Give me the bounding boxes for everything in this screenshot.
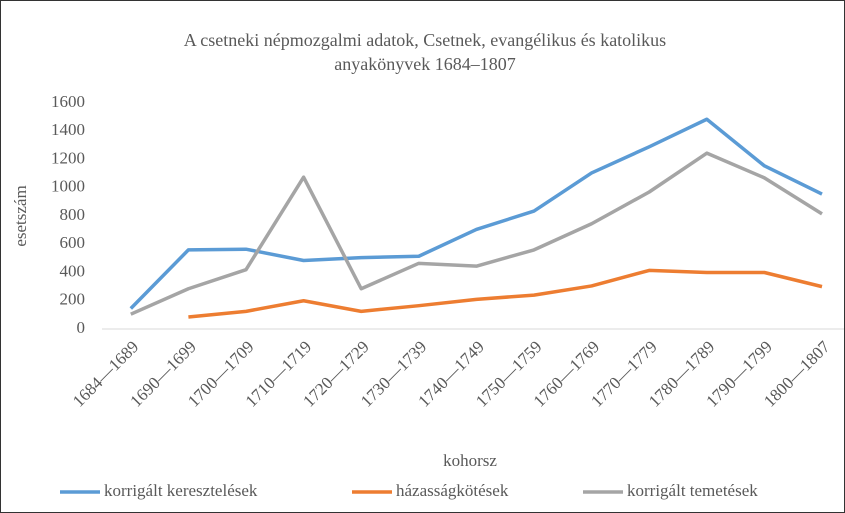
chart-title: anyakönyvek 1684–1807 [334, 54, 515, 74]
legend-label: korrigált keresztelések [104, 481, 258, 500]
y-axis-label: esetszám [11, 185, 30, 246]
chart-title: A csetneki népmozgalmi adatok, Csetnek, … [184, 30, 666, 50]
y-tick-label: 600 [60, 233, 86, 252]
y-tick-label: 1400 [51, 120, 85, 139]
y-tick-label: 1000 [51, 177, 85, 196]
series-line [188, 268, 823, 319]
y-tick-label: 1600 [51, 92, 85, 111]
y-tick-label: 400 [60, 261, 86, 280]
legend-label: házasságkötések [396, 481, 509, 500]
y-tick-label: 800 [60, 205, 86, 224]
y-tick-label: 1200 [51, 148, 85, 167]
series-line [129, 117, 823, 310]
x-axis-label: kohorsz [443, 451, 497, 470]
y-tick-label: 0 [77, 318, 86, 337]
y-tick-label: 200 [60, 290, 86, 309]
series-line [130, 151, 823, 316]
legend-label: korrigált temetések [627, 481, 758, 500]
